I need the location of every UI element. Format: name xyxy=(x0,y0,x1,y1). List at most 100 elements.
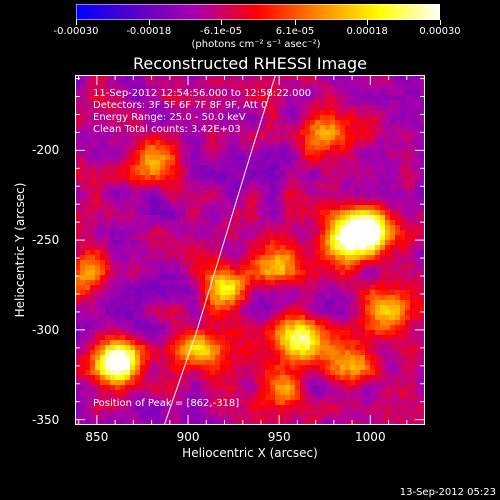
heatmap-cell xyxy=(165,90,171,96)
heatmap-cell xyxy=(235,205,241,211)
heatmap-cell xyxy=(210,130,216,136)
heatmap-cell xyxy=(130,335,136,341)
heatmap-cell xyxy=(100,200,106,206)
heatmap-cell xyxy=(250,100,256,106)
heatmap-cell xyxy=(395,275,401,281)
heatmap-cell xyxy=(85,415,91,421)
heatmap-cell xyxy=(145,405,151,411)
heatmap-cell xyxy=(75,75,81,81)
heatmap-cell xyxy=(360,135,366,141)
heatmap-cell xyxy=(180,275,186,281)
heatmap-cell xyxy=(260,375,266,381)
heatmap-cell xyxy=(130,325,136,331)
heatmap-cell xyxy=(85,140,91,146)
heatmap-cell xyxy=(155,415,161,421)
heatmap-cell xyxy=(395,150,401,156)
heatmap-cell xyxy=(205,260,211,266)
heatmap-cell xyxy=(210,420,216,425)
heatmap-cell xyxy=(300,380,306,386)
heatmap-cell xyxy=(290,310,296,316)
heatmap-cell xyxy=(350,155,356,161)
heatmap-cell xyxy=(280,75,286,81)
heatmap-cell xyxy=(365,190,371,196)
heatmap-cell xyxy=(285,105,291,111)
heatmap-cell xyxy=(135,365,141,371)
heatmap-cell xyxy=(290,290,296,296)
heatmap-cell xyxy=(390,415,396,421)
heatmap-cell xyxy=(325,215,331,221)
heatmap-cell xyxy=(215,135,221,141)
heatmap-cell xyxy=(130,270,136,276)
heatmap-cell xyxy=(260,110,266,116)
heatmap-cell xyxy=(185,190,191,196)
heatmap-cell xyxy=(165,320,171,326)
heatmap-cell xyxy=(310,315,316,321)
heatmap-cell xyxy=(355,380,361,386)
heatmap-cell xyxy=(130,120,136,126)
heatmap-cell xyxy=(270,200,276,206)
heatmap-cell xyxy=(370,105,376,111)
heatmap-cell xyxy=(155,285,161,291)
heatmap-cell xyxy=(335,135,341,141)
heatmap-cell xyxy=(355,405,361,411)
heatmap-cell xyxy=(365,315,371,321)
heatmap-cell xyxy=(295,170,301,176)
heatmap-cell xyxy=(295,375,301,381)
heatmap-cell xyxy=(235,355,241,361)
heatmap-cell xyxy=(355,250,361,256)
heatmap-cell xyxy=(325,200,331,206)
heatmap-cell xyxy=(85,220,91,226)
heatmap-cell xyxy=(80,140,86,146)
heatmap-cell xyxy=(325,110,331,116)
heatmap-cell xyxy=(235,255,241,261)
heatmap-cell xyxy=(240,270,246,276)
heatmap-cell xyxy=(305,245,311,251)
heatmap-cell xyxy=(305,385,311,391)
heatmap-cell xyxy=(180,125,186,131)
heatmap-cell xyxy=(100,215,106,221)
heatmap-cell xyxy=(115,165,121,171)
heatmap-cell xyxy=(285,85,291,91)
heatmap-cell xyxy=(325,205,331,211)
heatmap-cell xyxy=(100,275,106,281)
heatmap-cell xyxy=(220,255,226,261)
heatmap-cell xyxy=(175,205,181,211)
heatmap-cell xyxy=(140,135,146,141)
heatmap-cell xyxy=(185,240,191,246)
heatmap-cell xyxy=(405,140,411,146)
heatmap-cell xyxy=(200,195,206,201)
heatmap-cell xyxy=(340,140,346,146)
heatmap-cell xyxy=(205,230,211,236)
heatmap-cell xyxy=(265,315,271,321)
heatmap-cell xyxy=(420,210,425,216)
heatmap-cell xyxy=(235,300,241,306)
heatmap-cell xyxy=(375,380,381,386)
heatmap-cell xyxy=(120,420,126,425)
heatmap-cell xyxy=(155,340,161,346)
heatmap-cell xyxy=(100,220,106,226)
heatmap-cell xyxy=(325,390,331,396)
heatmap-cell xyxy=(310,75,316,81)
heatmap-cell xyxy=(185,265,191,271)
heatmap-cell xyxy=(340,175,346,181)
heatmap-cell xyxy=(210,270,216,276)
heatmap-cell xyxy=(345,115,351,121)
heatmap-cell xyxy=(365,395,371,401)
heatmap-cell xyxy=(380,305,386,311)
heatmap-cell xyxy=(95,365,101,371)
heatmap-cell xyxy=(165,380,171,386)
heatmap-cell xyxy=(380,385,386,391)
heatmap-cell xyxy=(390,195,396,201)
heatmap-cell xyxy=(135,180,141,186)
heatmap-cell xyxy=(190,165,196,171)
heatmap-cell xyxy=(320,405,326,411)
heatmap-cell xyxy=(205,395,211,401)
heatmap-cell xyxy=(410,90,416,96)
heatmap-cell xyxy=(230,170,236,176)
heatmap-cell xyxy=(130,310,136,316)
heatmap-cell xyxy=(270,105,276,111)
heatmap-cell xyxy=(220,140,226,146)
heatmap-cell xyxy=(340,410,346,416)
heatmap-cell xyxy=(375,95,381,101)
heatmap-cell xyxy=(405,110,411,116)
